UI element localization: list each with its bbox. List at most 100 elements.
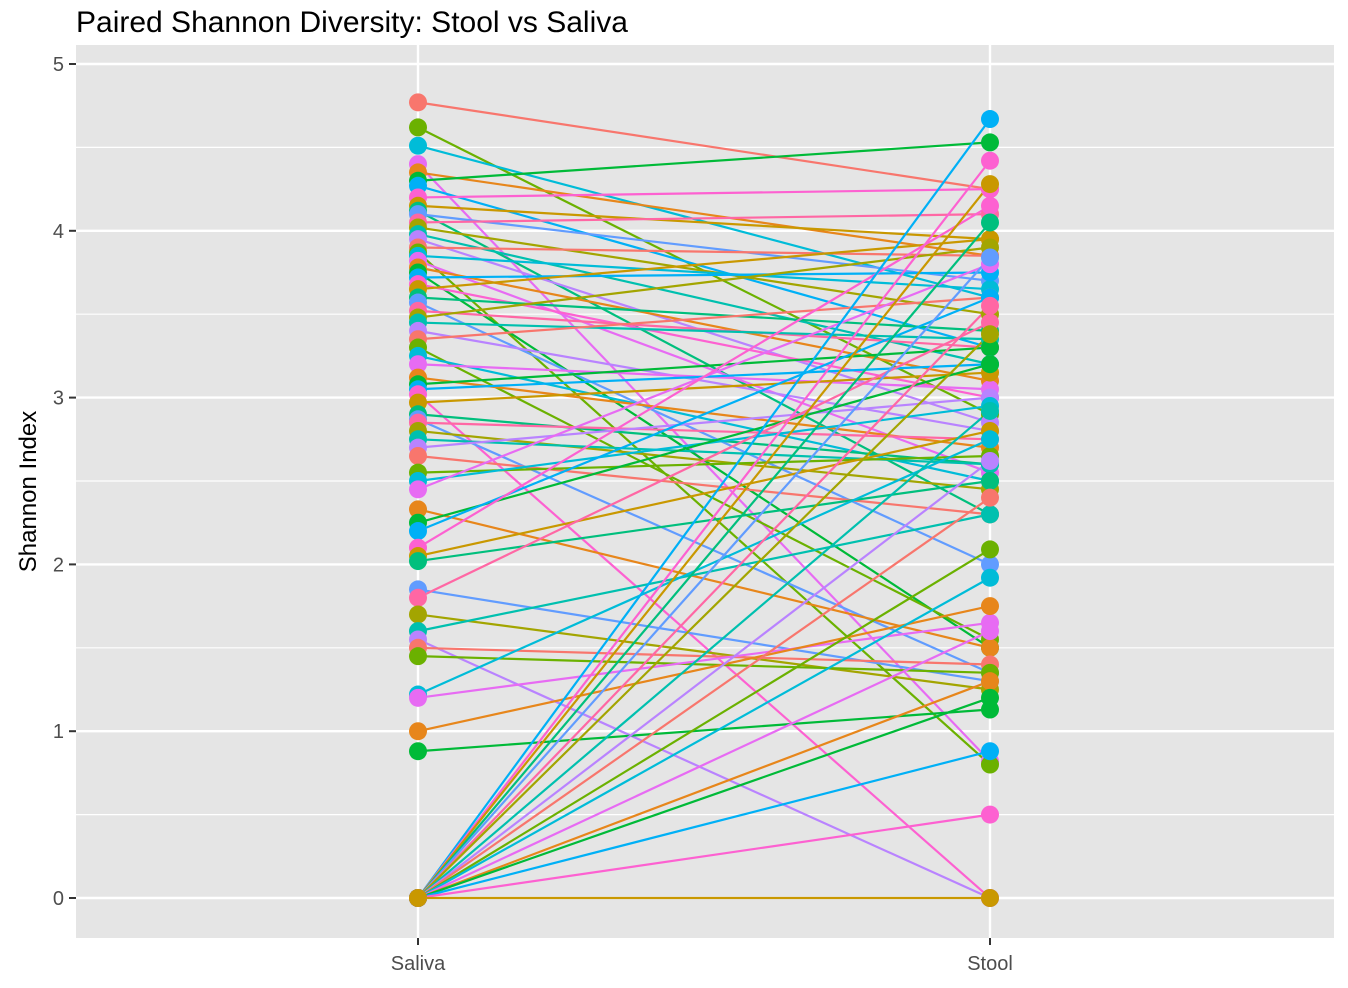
series-line bbox=[417, 321, 991, 599]
series-line bbox=[417, 346, 991, 386]
series-line bbox=[417, 438, 991, 466]
series-line bbox=[417, 213, 991, 282]
series-line bbox=[417, 696, 991, 900]
x-axis: Saliva Stool bbox=[391, 938, 1013, 975]
series-line bbox=[417, 256, 991, 899]
data-point bbox=[981, 672, 999, 691]
data-point bbox=[981, 488, 999, 507]
data-point bbox=[409, 355, 427, 374]
data-point bbox=[981, 889, 999, 907]
series-line bbox=[417, 171, 991, 257]
data-point bbox=[981, 213, 999, 232]
series-line bbox=[417, 454, 991, 516]
series-line bbox=[417, 460, 991, 899]
series-line bbox=[417, 613, 991, 691]
data-point bbox=[409, 552, 427, 571]
data-point bbox=[981, 755, 999, 774]
data-point bbox=[981, 296, 999, 315]
data-point bbox=[981, 597, 999, 616]
series-points bbox=[409, 93, 999, 907]
series-line bbox=[417, 630, 991, 899]
series-line bbox=[417, 646, 991, 666]
data-point bbox=[981, 505, 999, 524]
series-line bbox=[417, 213, 991, 224]
y-axis: 0 1 2 3 4 5 bbox=[53, 54, 76, 910]
data-point bbox=[981, 540, 999, 559]
series-line bbox=[417, 333, 991, 899]
series-line bbox=[417, 271, 991, 279]
series-line bbox=[417, 301, 991, 566]
data-point bbox=[981, 472, 999, 490]
series-line bbox=[417, 479, 991, 563]
series-line bbox=[417, 309, 991, 349]
series-line bbox=[417, 246, 991, 257]
data-point bbox=[409, 889, 427, 907]
series-line bbox=[417, 329, 991, 433]
series-line bbox=[417, 393, 991, 899]
data-point bbox=[409, 688, 427, 707]
series-line bbox=[417, 226, 991, 316]
data-point bbox=[409, 93, 427, 112]
series-line bbox=[417, 266, 991, 382]
series-line bbox=[417, 454, 991, 474]
y-tick-label: 1 bbox=[53, 721, 64, 743]
data-point bbox=[409, 722, 427, 741]
x-tick-label: Saliva bbox=[391, 953, 446, 975]
series-line bbox=[417, 638, 991, 900]
data-point bbox=[981, 430, 999, 449]
series-line bbox=[417, 118, 991, 899]
series-line bbox=[417, 576, 991, 899]
data-point bbox=[981, 338, 999, 357]
data-point bbox=[981, 688, 999, 707]
series-line bbox=[417, 296, 991, 332]
data-point bbox=[981, 133, 999, 152]
data-point bbox=[981, 622, 999, 641]
series-line bbox=[417, 221, 991, 899]
data-point bbox=[981, 638, 999, 657]
data-point bbox=[981, 568, 999, 587]
series-line bbox=[417, 548, 991, 899]
data-point bbox=[409, 446, 427, 465]
data-point bbox=[981, 742, 999, 761]
data-point bbox=[981, 151, 999, 170]
data-point bbox=[409, 500, 427, 519]
series-line bbox=[417, 605, 991, 733]
y-tick-label: 5 bbox=[53, 54, 64, 76]
data-point bbox=[409, 118, 427, 137]
data-point bbox=[409, 136, 427, 155]
data-point bbox=[409, 480, 427, 499]
data-point bbox=[981, 555, 999, 574]
y-tick-label: 0 bbox=[53, 888, 64, 910]
data-point bbox=[981, 805, 999, 824]
data-point bbox=[981, 175, 999, 194]
chart-title: Paired Shannon Diversity: Stool vs Saliv… bbox=[76, 6, 628, 39]
series-line bbox=[417, 305, 991, 899]
series-line bbox=[417, 655, 991, 674]
series-line bbox=[417, 101, 991, 191]
series-line bbox=[417, 750, 991, 900]
series-line bbox=[417, 160, 991, 899]
series-line bbox=[417, 413, 991, 466]
series-line bbox=[417, 813, 991, 900]
data-point bbox=[409, 605, 427, 624]
series-line bbox=[417, 204, 991, 549]
y-tick-label: 2 bbox=[53, 554, 64, 576]
data-point bbox=[981, 196, 999, 215]
series-line bbox=[417, 246, 991, 319]
series-line bbox=[417, 438, 991, 696]
series-line bbox=[417, 410, 991, 899]
data-point bbox=[981, 248, 999, 267]
series-line bbox=[417, 429, 991, 558]
y-tick-label: 3 bbox=[53, 388, 64, 410]
data-point bbox=[981, 451, 999, 470]
series-line bbox=[417, 680, 991, 900]
series-line bbox=[417, 141, 991, 182]
series-line bbox=[417, 496, 991, 899]
y-axis-title: Shannon Index bbox=[15, 411, 42, 572]
data-point bbox=[981, 401, 999, 420]
series-line bbox=[417, 184, 991, 349]
data-point bbox=[409, 522, 427, 541]
series-line bbox=[417, 233, 991, 366]
series-lines bbox=[417, 101, 991, 900]
